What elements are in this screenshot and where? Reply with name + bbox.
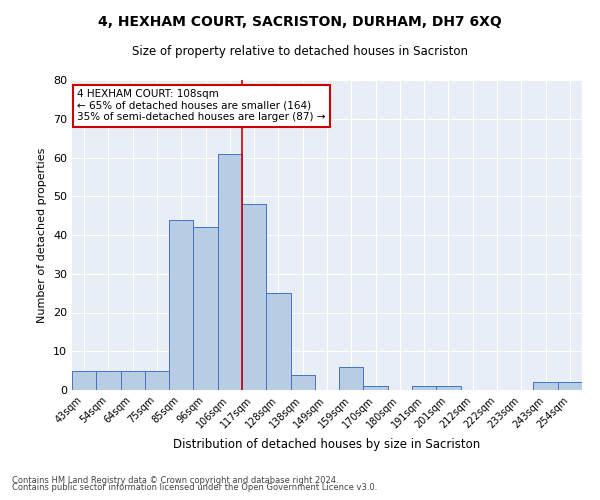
Bar xyxy=(218,154,242,390)
Bar xyxy=(72,370,96,390)
Bar xyxy=(412,386,436,390)
Bar xyxy=(290,374,315,390)
Bar xyxy=(339,367,364,390)
Bar xyxy=(169,220,193,390)
Bar xyxy=(436,386,461,390)
Bar xyxy=(266,293,290,390)
Text: 4, HEXHAM COURT, SACRISTON, DURHAM, DH7 6XQ: 4, HEXHAM COURT, SACRISTON, DURHAM, DH7 … xyxy=(98,15,502,29)
Text: Contains public sector information licensed under the Open Government Licence v3: Contains public sector information licen… xyxy=(12,484,377,492)
Text: Contains HM Land Registry data © Crown copyright and database right 2024.: Contains HM Land Registry data © Crown c… xyxy=(12,476,338,485)
X-axis label: Distribution of detached houses by size in Sacriston: Distribution of detached houses by size … xyxy=(173,438,481,451)
Y-axis label: Number of detached properties: Number of detached properties xyxy=(37,148,47,322)
Text: 4 HEXHAM COURT: 108sqm
← 65% of detached houses are smaller (164)
35% of semi-de: 4 HEXHAM COURT: 108sqm ← 65% of detached… xyxy=(77,90,326,122)
Bar xyxy=(533,382,558,390)
Bar xyxy=(364,386,388,390)
Bar xyxy=(96,370,121,390)
Bar xyxy=(193,227,218,390)
Bar xyxy=(558,382,582,390)
Bar xyxy=(121,370,145,390)
Bar xyxy=(145,370,169,390)
Text: Size of property relative to detached houses in Sacriston: Size of property relative to detached ho… xyxy=(132,45,468,58)
Bar xyxy=(242,204,266,390)
